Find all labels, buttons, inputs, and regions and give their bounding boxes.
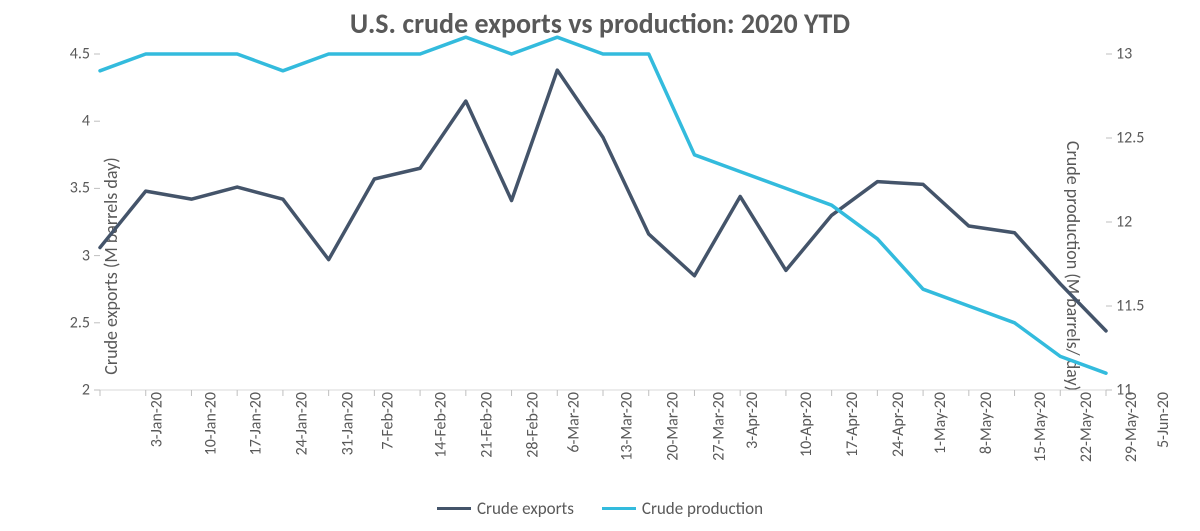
y-right-tick-label: 12 (1116, 213, 1132, 232)
y-left-tick-label: 3 (54, 246, 90, 265)
legend: Crude exports Crude production (0, 498, 1200, 519)
x-tick-label: 24-Apr-20 (889, 392, 908, 457)
x-tick-label: 17-Apr-20 (843, 392, 862, 457)
legend-item-production: Crude production (602, 498, 763, 519)
x-tick-label: 13-Mar-20 (618, 392, 637, 461)
y-right-tick-label: 13 (1116, 45, 1132, 64)
x-tick-label: 27-Mar-20 (709, 392, 728, 461)
legend-swatch-exports (437, 507, 471, 510)
y-right-tick-label: 11.5 (1116, 297, 1144, 316)
x-tick-label: 28-Feb-20 (524, 392, 543, 458)
y-left-tick-label: 3.5 (54, 179, 90, 198)
plot-area (100, 54, 1106, 390)
legend-label-exports: Crude exports (477, 498, 574, 519)
x-tick-label: 3-Apr-20 (743, 392, 762, 449)
x-tick-label: 15-May-20 (1031, 392, 1050, 462)
legend-swatch-production (602, 507, 636, 510)
x-tick-label: 5-Jun-20 (1154, 392, 1173, 448)
x-tick-label: 17-Jan-20 (247, 392, 266, 455)
x-tick-label: 29-May-20 (1122, 392, 1141, 462)
chart-container: U.S. crude exports vs production: 2020 Y… (0, 0, 1200, 531)
x-tick-label: 10-Jan-20 (201, 392, 220, 455)
x-tick-label: 22-May-20 (1077, 392, 1096, 462)
x-tick-label: 3-Jan-20 (147, 392, 166, 447)
x-tick-label: 7-Feb-20 (378, 392, 397, 450)
x-tick-label: 24-Jan-20 (293, 392, 312, 455)
legend-item-exports: Crude exports (437, 498, 574, 519)
y-left-tick-label: 4 (54, 112, 90, 131)
x-tick-label: 14-Feb-20 (432, 392, 451, 458)
x-tick-label: 20-Mar-20 (664, 392, 683, 461)
x-tick-label: 1-May-20 (931, 392, 950, 454)
y-left-tick-label: 4.5 (54, 45, 90, 64)
x-tick-label: 6-Mar-20 (564, 392, 583, 453)
y-right-tick-label: 12.5 (1116, 129, 1144, 148)
chart-title: U.S. crude exports vs production: 2020 Y… (0, 6, 1200, 41)
x-tick-label: 10-Apr-20 (797, 392, 816, 457)
y-left-tick-label: 2 (54, 381, 90, 400)
y-left-tick-label: 2.5 (54, 313, 90, 332)
x-tick-label: 21-Feb-20 (478, 392, 497, 458)
x-tick-label: 8-May-20 (977, 392, 996, 454)
x-tick-label: 31-Jan-20 (338, 392, 357, 455)
legend-label-production: Crude production (642, 498, 763, 519)
